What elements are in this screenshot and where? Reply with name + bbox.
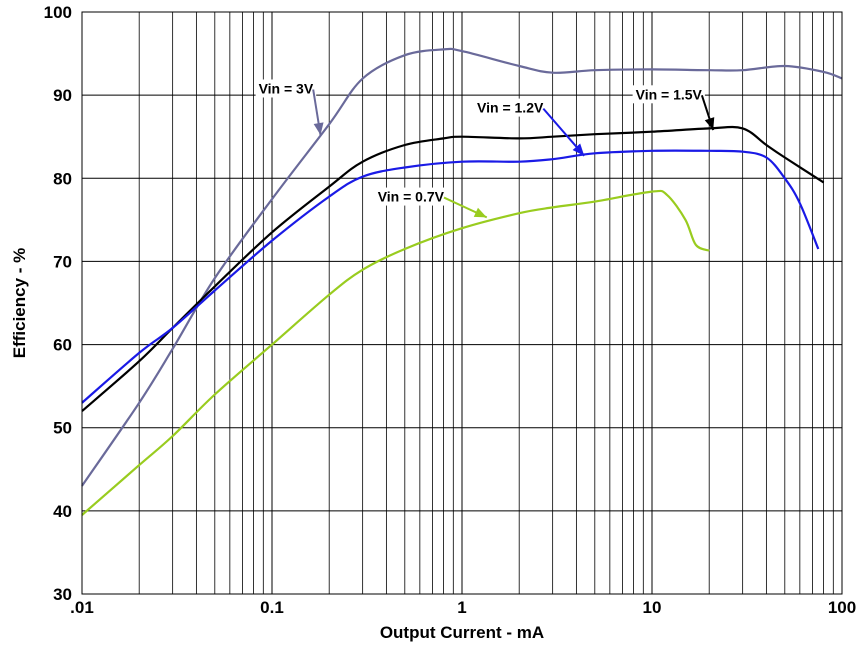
x-tick-label: 100: [828, 598, 856, 617]
annotation: Vin = 1.2V: [474, 98, 586, 157]
y-tick-label: 40: [53, 502, 72, 521]
arrow-head: [473, 207, 487, 218]
series-lines: [81, 47, 843, 516]
y-tick-label: 90: [53, 86, 72, 105]
arrow-head: [313, 122, 324, 136]
series-line: [81, 189, 710, 516]
y-axis-label: Efficiency - %: [10, 248, 29, 359]
y-tick-label: 50: [53, 419, 72, 438]
annotations: Vin = 3V Vin = 1.2V Vin = 1.5V Vin = 0.7V: [255, 79, 715, 219]
y-tick-label: 80: [53, 169, 72, 188]
series-line: [81, 149, 820, 404]
annotation: Vin = 0.7V: [374, 187, 488, 219]
x-axis-label: Output Current - mA: [380, 623, 544, 642]
annotation-background: [374, 187, 447, 206]
arrow-head: [704, 117, 715, 131]
annotation-background: [474, 98, 547, 117]
x-tick-label: .01: [70, 598, 94, 617]
y-tick-label: 100: [44, 3, 72, 22]
annotation: Vin = 3V: [255, 79, 324, 136]
annotation-label: Vin = 3V: [259, 80, 314, 96]
annotation-background: [632, 85, 705, 104]
series-line: [81, 125, 825, 412]
y-tick-label: 30: [53, 585, 72, 604]
annotation-label: Vin = 0.7V: [378, 189, 445, 205]
plot-frame: [81, 11, 843, 595]
y-tick-label: 70: [53, 252, 72, 271]
annotation-label: Vin = 1.5V: [636, 86, 703, 102]
y-tick-label: 60: [53, 336, 72, 355]
annotation-label: Vin = 1.2V: [477, 100, 544, 116]
tick-labels: .01 0.1 1 10 100 30 40 50 60 70 80 90 100: [44, 3, 857, 617]
annotation-background: [255, 79, 317, 98]
x-tick-label: 1: [457, 598, 466, 617]
annotation: Vin = 1.5V: [632, 85, 715, 131]
x-tick-label: 10: [643, 598, 662, 617]
x-tick-label: 0.1: [260, 598, 284, 617]
arrow-head: [572, 143, 585, 156]
